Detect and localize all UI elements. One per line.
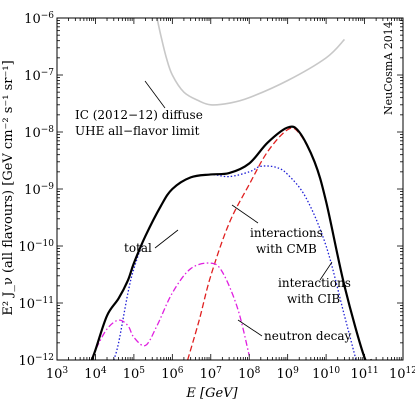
ic-limit-label-line2: UHE all−flavor limit xyxy=(75,124,200,138)
x-tick-label: 104 xyxy=(84,366,107,382)
x-tick-label: 108 xyxy=(238,366,261,382)
series-total xyxy=(90,125,373,360)
cib-label-line2: with CIB xyxy=(287,292,340,306)
y-tick-label: 10−11 xyxy=(18,296,54,312)
series-ic-limit xyxy=(156,18,346,106)
total-label: total xyxy=(124,241,152,255)
watermark: NeuCosmA 2014 xyxy=(382,21,395,115)
ic-pointer xyxy=(144,80,166,109)
x-tick-label: 105 xyxy=(123,366,146,382)
x-tick-label: 1011 xyxy=(351,366,379,382)
cib-label-line1: interactions xyxy=(278,276,351,290)
y-tick-label: 10−7 xyxy=(24,68,54,84)
y-tick-label: 10−9 xyxy=(24,182,54,198)
x-tick-label: 109 xyxy=(277,366,300,382)
y-tick-label: 10−8 xyxy=(24,125,54,141)
y-axis-title: E² J_ν (all flavours) [GeV cm⁻² s⁻¹ sr⁻¹… xyxy=(1,60,16,315)
x-tick-label: 106 xyxy=(161,366,184,382)
series-neutron xyxy=(91,262,250,360)
x-axis-title: E [GeV] xyxy=(185,386,238,401)
ic-limit-label-line1: IC (2012−12) diffuse xyxy=(75,108,203,122)
ticks xyxy=(56,17,404,361)
x-tick-label: 103 xyxy=(46,366,69,382)
cmb-pointer xyxy=(231,204,259,224)
x-tick-label: 107 xyxy=(200,366,223,382)
cib-pointer xyxy=(319,261,333,281)
y-tick-label: 10−10 xyxy=(18,239,54,255)
series-cib xyxy=(113,165,357,360)
cmb-label-line2: with CMB xyxy=(256,242,317,256)
neutron-decay-label: neutron decay xyxy=(264,329,352,343)
total-pointer xyxy=(154,229,179,249)
curves xyxy=(90,18,373,360)
neutron-pointer xyxy=(237,319,263,337)
x-tick-label: 1012 xyxy=(389,366,415,382)
cmb-label-line1: interactions xyxy=(250,226,323,240)
x-tick-label: 1010 xyxy=(312,366,340,382)
y-tick-label: 10−6 xyxy=(24,11,54,27)
